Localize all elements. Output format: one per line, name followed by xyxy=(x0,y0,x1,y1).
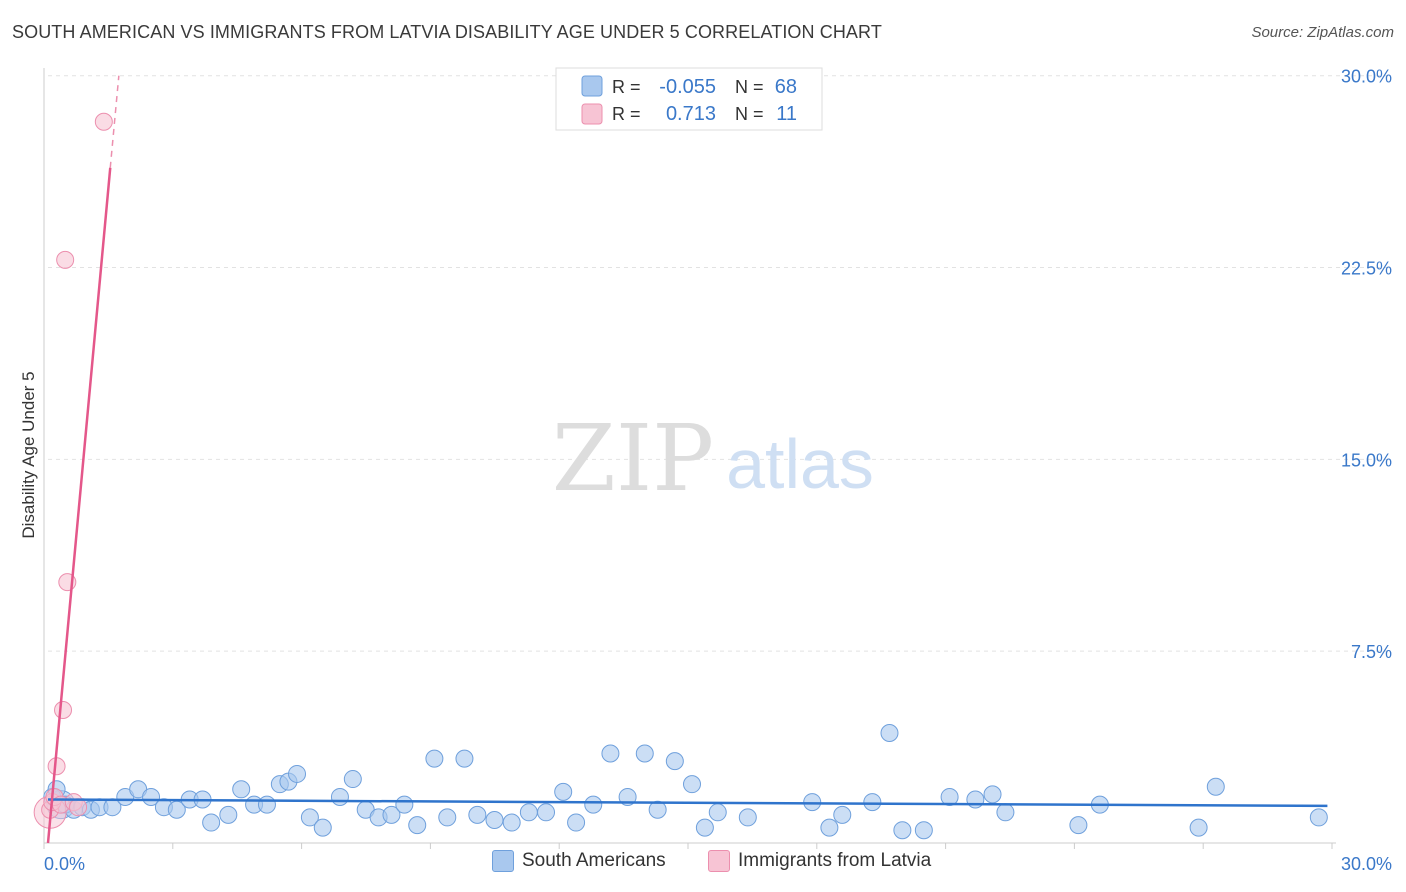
data-point-south-americans xyxy=(343,770,362,789)
data-point-south-americans xyxy=(695,818,714,837)
tick-labels: 7.5% 15.0% 22.5% 30.0% 0.0% 30.0% xyxy=(44,67,1392,874)
data-point-south-americans xyxy=(468,805,487,824)
watermark-atlas: atlas xyxy=(726,425,874,503)
bottom-legend-item-latvia: Immigrants from Latvia xyxy=(708,850,931,872)
data-point-latvia xyxy=(69,798,88,817)
data-point-south-americans xyxy=(288,764,307,783)
y-tick-label: 7.5% xyxy=(1351,642,1392,662)
data-point-south-americans xyxy=(1069,816,1088,835)
data-point-south-americans xyxy=(567,813,586,832)
data-point-south-americans xyxy=(601,744,620,763)
x-tick-label: 0.0% xyxy=(44,854,85,874)
data-point-latvia xyxy=(54,701,73,720)
data-point-south-americans xyxy=(635,744,654,763)
y-tick-label: 15.0% xyxy=(1341,450,1392,470)
data-point-south-americans xyxy=(1189,818,1208,837)
data-point-south-americans xyxy=(648,800,667,819)
data-point-south-americans xyxy=(554,782,573,801)
data-point-south-americans xyxy=(893,821,912,840)
data-point-south-americans xyxy=(202,813,221,832)
data-point-south-americans xyxy=(395,795,414,814)
legend-r-value-1: -0.055 xyxy=(659,76,716,98)
y-axis-label: Disability Age Under 5 xyxy=(19,371,38,538)
data-point-south-americans xyxy=(537,803,556,822)
x-tick-label: 30.0% xyxy=(1341,854,1392,874)
latvia-series xyxy=(33,112,113,829)
bottom-legend-swatch-pink xyxy=(708,850,730,872)
source-label: Source: ZipAtlas.com xyxy=(1251,24,1394,41)
data-point-south-americans xyxy=(683,775,701,794)
bottom-legend-swatch-blue xyxy=(492,850,514,872)
legend-n-label-1: N = xyxy=(735,77,764,97)
trend-line-latvia-extension xyxy=(109,75,120,168)
data-point-south-americans xyxy=(1206,777,1225,796)
legend-n-value-1: 68 xyxy=(775,76,797,98)
watermark: ZIP atlas xyxy=(552,405,874,512)
y-tick-label: 22.5% xyxy=(1341,259,1392,279)
legend-swatch-blue xyxy=(581,75,603,97)
data-point-south-americans xyxy=(438,808,457,827)
data-point-south-americans xyxy=(232,780,251,799)
axes xyxy=(43,68,1336,849)
data-point-south-americans xyxy=(485,810,504,829)
y-tick-label: 30.0% xyxy=(1341,67,1392,87)
data-point-south-americans xyxy=(940,787,959,806)
bottom-legend-label-latvia: Immigrants from Latvia xyxy=(738,850,932,871)
bottom-legend: South Americans Immigrants from Latvia xyxy=(0,850,1406,880)
data-point-south-americans xyxy=(863,793,882,812)
data-point-south-americans xyxy=(738,808,757,827)
grid-lines xyxy=(48,75,1392,652)
trend-lines xyxy=(46,75,1328,844)
legend-r-value-2: 0.713 xyxy=(666,103,716,125)
data-point-south-americans xyxy=(584,795,603,814)
legend-r-label-1: R = xyxy=(612,77,641,97)
data-point-south-americans xyxy=(257,795,276,814)
data-point-south-americans xyxy=(219,805,238,824)
data-point-south-americans xyxy=(1309,808,1328,827)
data-point-south-americans xyxy=(408,816,427,835)
data-point-south-americans xyxy=(455,749,474,768)
data-point-south-americans xyxy=(983,785,1002,804)
data-point-south-americans xyxy=(833,805,852,824)
chart-title: SOUTH AMERICAN VS IMMIGRANTS FROM LATVIA… xyxy=(12,22,882,42)
legend-swatch-pink xyxy=(581,103,603,125)
data-point-latvia xyxy=(56,250,75,269)
data-point-south-americans xyxy=(502,813,521,832)
trend-line-south-americans xyxy=(47,798,1328,808)
data-point-south-americans xyxy=(313,818,332,837)
legend-n-label-2: N = xyxy=(735,104,764,124)
bottom-legend-item-south-americans: South Americans xyxy=(492,850,666,872)
data-point-south-americans xyxy=(665,752,684,771)
data-point-south-americans xyxy=(300,808,319,827)
data-point-south-americans xyxy=(519,803,538,822)
south-americans-series xyxy=(43,724,1328,840)
legend-r-label-2: R = xyxy=(612,104,641,124)
data-point-south-americans xyxy=(382,805,401,824)
data-point-south-americans xyxy=(330,787,349,806)
trend-line-latvia xyxy=(46,167,112,844)
data-point-south-americans xyxy=(425,749,444,768)
data-point-south-americans xyxy=(708,803,727,822)
bottom-legend-label-south-americans: South Americans xyxy=(522,850,666,871)
data-point-south-americans xyxy=(914,821,933,840)
data-point-south-americans xyxy=(880,724,899,743)
data-point-south-americans xyxy=(996,803,1015,822)
legend: R = -0.055 N = 68 R = 0.713 N = 11 xyxy=(555,67,823,131)
legend-n-value-2: 11 xyxy=(776,103,797,125)
data-point-south-americans xyxy=(820,818,839,837)
watermark-zip: ZIP xyxy=(552,405,714,512)
data-point-latvia xyxy=(94,112,113,131)
data-point-south-americans xyxy=(966,790,985,809)
